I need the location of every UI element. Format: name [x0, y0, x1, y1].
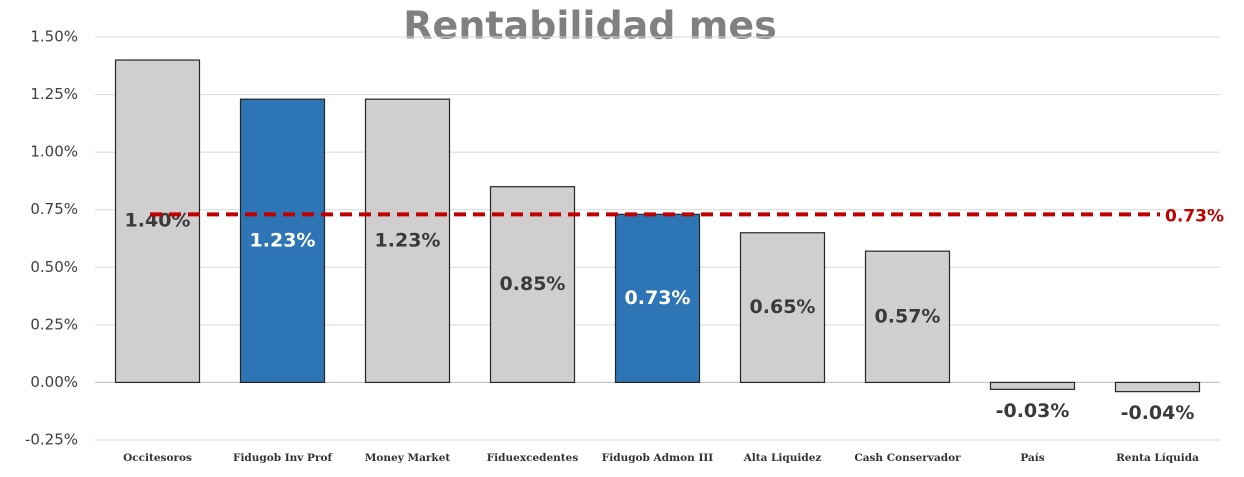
- x-tick-label: Fiduexcedentes: [486, 452, 579, 464]
- bar: [364, 98, 451, 384]
- y-tick-label: 0.25%: [30, 315, 78, 333]
- x-tick-label: Fidugob Inv Prof: [232, 452, 332, 464]
- bar: [864, 250, 951, 384]
- x-tick-label: País: [1020, 452, 1045, 464]
- data-label: 0.85%: [500, 273, 566, 295]
- x-tick-label: Cash Conservador: [854, 452, 961, 464]
- y-tick-label: 0.50%: [30, 258, 78, 276]
- x-tick-label: Occitesoros: [123, 452, 192, 464]
- x-tick-label: Alta Liquidez: [743, 452, 822, 464]
- bar: [739, 232, 826, 384]
- reference-label: 0.73%: [1165, 206, 1224, 226]
- y-tick-label: -0.25%: [25, 431, 78, 449]
- y-tick-label: 0.75%: [30, 200, 78, 218]
- data-label: -0.04%: [1121, 402, 1195, 424]
- data-label: 1.23%: [375, 229, 441, 251]
- bar: [239, 98, 326, 384]
- data-label: -0.03%: [996, 400, 1070, 422]
- bar: [489, 186, 576, 384]
- bar: [114, 59, 201, 384]
- data-label: 0.65%: [750, 296, 816, 318]
- chart-title: Rentabilidad mes: [403, 4, 776, 48]
- x-tick-label: Money Market: [364, 452, 451, 464]
- data-label: 0.57%: [875, 305, 941, 327]
- x-tick-label: Fidugob Admon III: [601, 452, 714, 464]
- y-tick-label: 1.25%: [30, 85, 78, 103]
- bar: [1114, 381, 1201, 393]
- y-tick-label: 0.00%: [30, 373, 78, 391]
- bar: [614, 213, 701, 384]
- data-label: 1.23%: [250, 229, 316, 251]
- x-tick-label: Renta Líquida: [1116, 452, 1199, 464]
- data-label: 0.73%: [625, 287, 691, 309]
- y-tick-label: 1.00%: [30, 143, 78, 161]
- y-tick-label: 1.50%: [30, 28, 78, 46]
- bar: [989, 381, 1076, 390]
